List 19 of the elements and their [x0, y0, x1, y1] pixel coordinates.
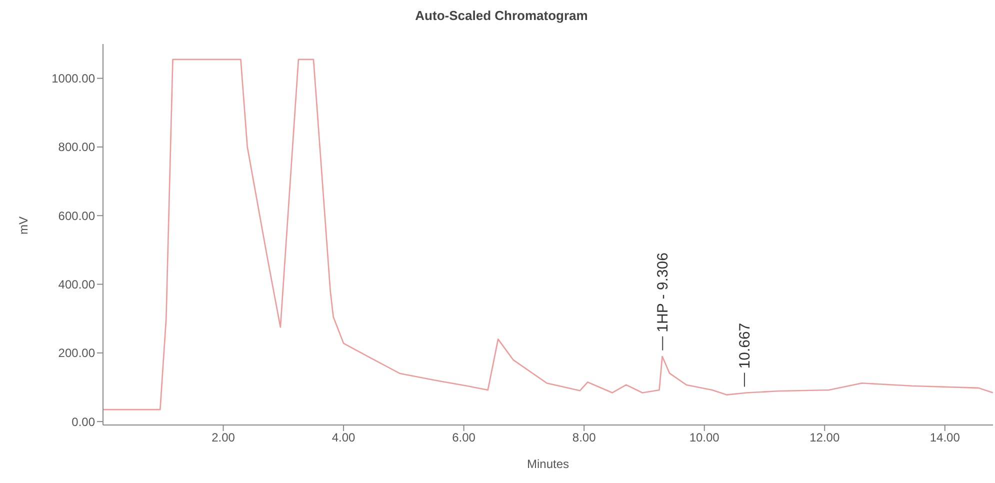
x-tick-label: 6.00 [452, 430, 476, 445]
x-tick-label: 14.00 [930, 430, 960, 445]
annotation: 10.667 [736, 322, 754, 369]
x-axis-title: Minutes [526, 457, 570, 471]
y-tick-label: 400.00 [58, 278, 96, 292]
x-tick-label: 12.00 [810, 430, 840, 445]
chart-title: Auto-Scaled Chromatogram [414, 8, 589, 25]
y-tick-label: 600.00 [58, 208, 96, 223]
x-tick-label: 2.00 [212, 430, 236, 445]
annotation: 1HP - 9.306 [654, 252, 672, 332]
y-axis-title: mV [16, 216, 30, 234]
y-tick-label: 1000.00 [52, 72, 96, 86]
y-tick-label: 800.00 [58, 140, 96, 154]
x-tick-label: 4.00 [332, 430, 356, 445]
x-tick-label: 10.00 [689, 430, 720, 445]
x-tick-label: 8.00 [572, 430, 596, 445]
y-tick-label: 200.00 [58, 346, 96, 360]
y-tick-label: 0.00 [72, 414, 96, 429]
line-series [103, 58, 993, 410]
